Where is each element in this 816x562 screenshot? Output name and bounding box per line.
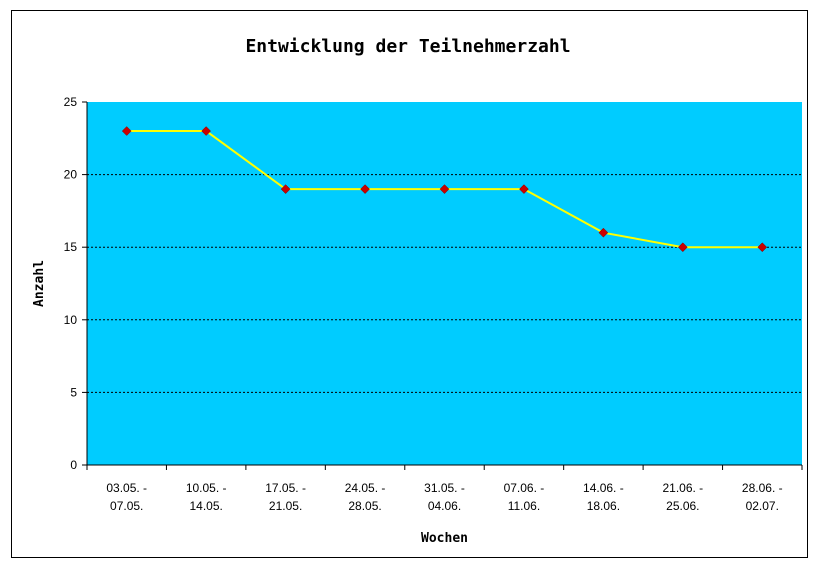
x-tick-label: 28.06. - bbox=[742, 481, 783, 495]
x-tick-label: 07.05. bbox=[110, 499, 143, 513]
y-tick-label: 10 bbox=[64, 313, 78, 327]
data-point bbox=[598, 227, 609, 238]
x-tick-label: 31.05. - bbox=[424, 481, 465, 495]
x-tick-label: 10.05. - bbox=[186, 481, 227, 495]
x-tick-label: 28.05. bbox=[348, 499, 381, 513]
chart-title: Entwicklung der Teilnehmerzahl bbox=[245, 36, 571, 57]
x-tick-label: 24.05. - bbox=[345, 481, 386, 495]
plot-area bbox=[87, 102, 802, 465]
data-point bbox=[439, 184, 450, 194]
x-tick-label: 21.05. bbox=[269, 499, 302, 513]
x-axis-title: Wochen bbox=[421, 531, 468, 546]
x-tick-label: 03.05. - bbox=[106, 481, 147, 495]
data-point bbox=[757, 242, 768, 253]
x-tick-label: 11.06. bbox=[508, 499, 540, 513]
x-tick-label: 14.05. bbox=[189, 499, 222, 513]
x-tick-label: 18.06. bbox=[587, 499, 620, 513]
x-tick-label: 17.05. - bbox=[265, 481, 306, 495]
data-point bbox=[519, 184, 529, 194]
data-point bbox=[677, 242, 688, 253]
y-axis-title: Anzahl bbox=[32, 260, 47, 307]
data-point bbox=[280, 184, 291, 194]
x-tick-label: 07.06. - bbox=[504, 481, 545, 495]
x-tick-label: 04.06. bbox=[428, 499, 461, 513]
x-tick-label: 14.06. - bbox=[583, 481, 624, 495]
y-tick-label: 15 bbox=[64, 240, 78, 254]
y-tick-label: 5 bbox=[70, 385, 77, 399]
data-point bbox=[360, 184, 370, 194]
y-tick-label: 20 bbox=[64, 168, 78, 182]
data-point bbox=[201, 126, 212, 136]
y-tick-label: 25 bbox=[64, 95, 78, 109]
x-tick-label: 21.06. - bbox=[662, 481, 703, 495]
x-tick-label: 25.06. bbox=[666, 499, 699, 513]
x-tick-label: 02.07. bbox=[746, 499, 779, 513]
data-point bbox=[121, 126, 132, 136]
y-tick-label: 0 bbox=[70, 458, 77, 472]
